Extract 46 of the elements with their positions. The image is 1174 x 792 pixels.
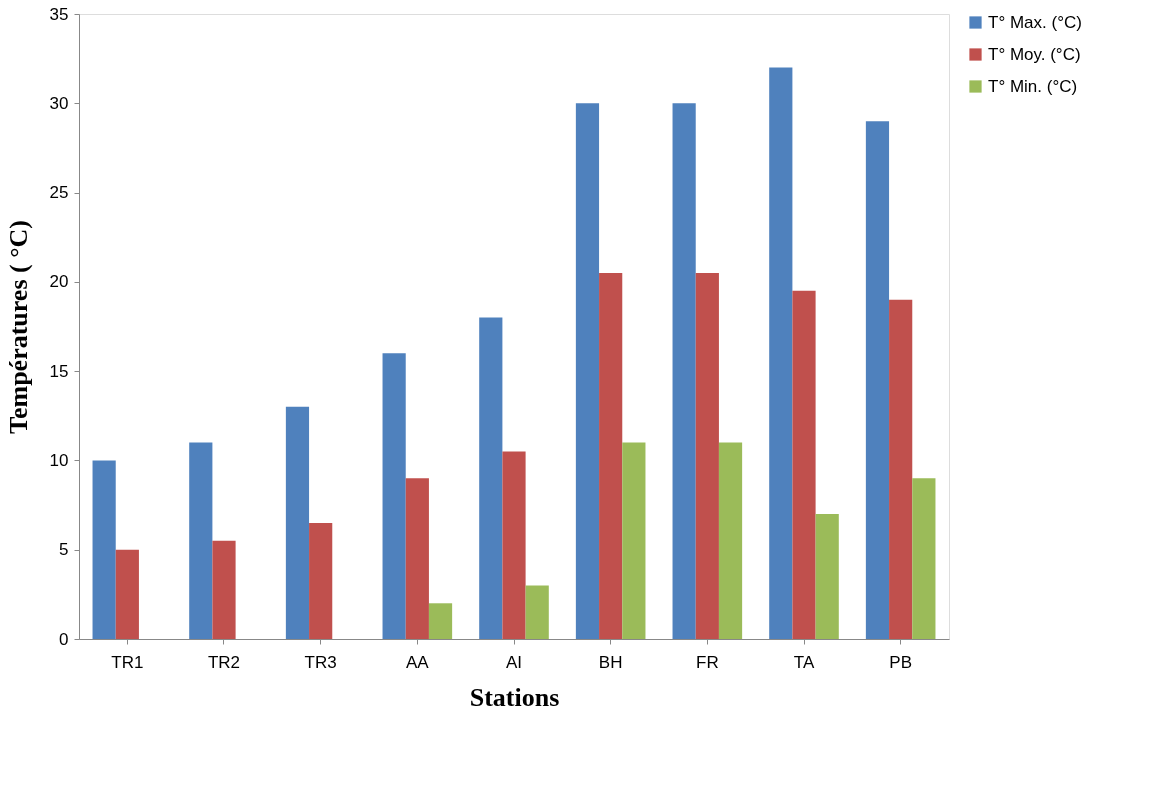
x-tick-label: TR3 <box>304 652 337 672</box>
y-tick-label: 35 <box>49 4 69 24</box>
bar <box>285 406 310 639</box>
x-tick-label: AA <box>405 652 430 672</box>
x-axis-title: Stations <box>469 682 560 712</box>
legend-label: T° Max. (°C) <box>988 12 1082 32</box>
bar <box>189 442 213 639</box>
y-tick-label: 20 <box>49 272 69 292</box>
x-tick-label: FR <box>696 652 719 672</box>
bar <box>92 460 116 639</box>
y-tick-label: 25 <box>49 183 69 203</box>
bar <box>718 442 743 639</box>
legend-label: T° Moy. (°C) <box>988 44 1081 64</box>
bar <box>405 478 429 639</box>
x-tick-label: TR2 <box>207 652 241 672</box>
bar <box>622 442 646 639</box>
bar <box>912 478 936 639</box>
bar <box>672 103 696 639</box>
bar <box>792 290 816 639</box>
bar <box>865 121 890 639</box>
x-tick-label: TA <box>793 652 815 672</box>
y-axis-title: Températures ( °C) <box>3 219 33 435</box>
bar <box>479 317 503 639</box>
y-tick-label: 30 <box>49 93 69 113</box>
y-tick-label: 5 <box>59 540 69 560</box>
bar <box>695 272 719 639</box>
bar <box>115 549 139 639</box>
bar <box>575 103 600 639</box>
bar <box>815 514 839 639</box>
bar <box>769 67 793 639</box>
y-tick-label: 0 <box>59 629 69 649</box>
x-tick-label: TR1 <box>111 652 144 672</box>
legend-label: T° Min. (°C) <box>988 76 1078 96</box>
bar <box>212 540 236 639</box>
x-tick-label: PB <box>889 652 913 672</box>
bar <box>599 272 623 639</box>
y-tick-label: 10 <box>49 450 69 470</box>
y-tick-label: 15 <box>49 361 69 381</box>
bar <box>502 451 526 639</box>
bar <box>309 522 333 639</box>
bar <box>382 353 406 639</box>
bar <box>889 299 913 639</box>
bar <box>428 603 453 639</box>
x-tick-label: AI <box>505 652 523 672</box>
bar <box>525 585 549 639</box>
x-tick-label: BH <box>598 652 623 672</box>
